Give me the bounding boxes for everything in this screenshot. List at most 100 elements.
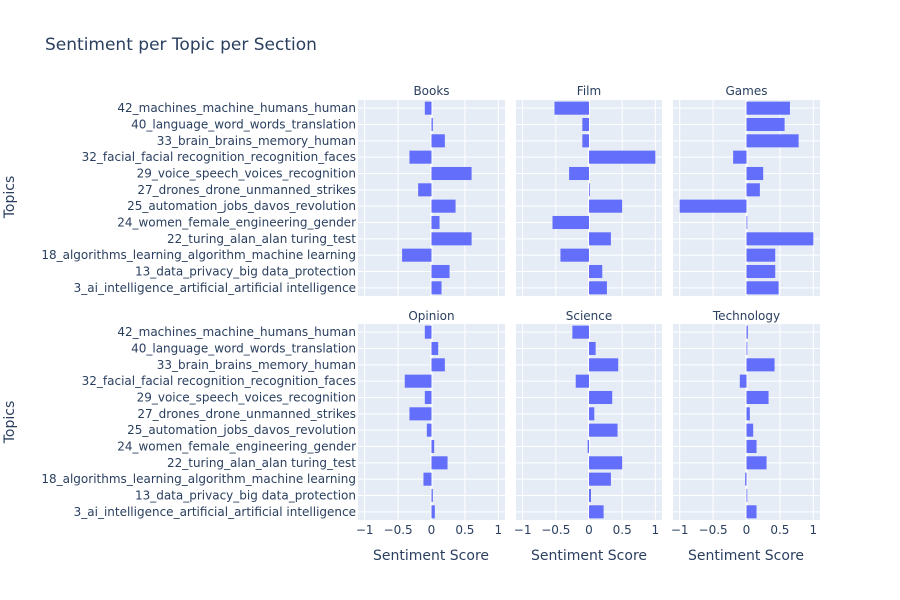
x-tick-label: 1 bbox=[809, 523, 817, 537]
bar-games-33-brain-brains-memory-human[interactable] bbox=[746, 134, 799, 148]
bar-science-32-facial-facial-recognition-recognition-faces[interactable] bbox=[575, 374, 589, 388]
x-axis-title-col1: Sentiment Score bbox=[373, 548, 489, 564]
facet-opinion: Opinion bbox=[358, 309, 505, 520]
y-tick-label: 25_automation_jobs_davos_revolution bbox=[127, 423, 356, 437]
y-tick-label: 32_facial_facial recognition_recognition… bbox=[82, 374, 356, 388]
bar-film-27-drones-drone-unmanned-strikes[interactable] bbox=[589, 183, 590, 197]
y-tick-label: 13_data_privacy_big data_protection bbox=[135, 265, 356, 279]
bar-books-13-data-privacy-big-data-protection[interactable] bbox=[431, 264, 450, 279]
bar-books-27-drones-drone-unmanned-strikes[interactable] bbox=[418, 183, 432, 197]
bar-technology-25-automation-jobs-davos-revolution[interactable] bbox=[746, 423, 754, 437]
chart-title: Sentiment per Topic per Section bbox=[45, 35, 317, 55]
bar-books-32-facial-facial-recognition-recognition-faces[interactable] bbox=[409, 150, 432, 164]
y-tick-label: 33_brain_brains_memory_human bbox=[157, 358, 356, 372]
bar-opinion-25-automation-jobs-davos-revolution[interactable] bbox=[426, 423, 432, 437]
bar-opinion-22-turing-alan-alan-turing-test[interactable] bbox=[431, 456, 448, 470]
x-tick-label: −1 bbox=[671, 523, 689, 537]
bar-film-32-facial-facial-recognition-recognition-faces[interactable] bbox=[589, 150, 656, 164]
bar-opinion-32-facial-facial-recognition-recognition-faces[interactable] bbox=[404, 374, 432, 388]
bar-science-29-voice-speech-voices-recognition[interactable] bbox=[589, 390, 613, 405]
y-tick-label: 13_data_privacy_big data_protection bbox=[135, 489, 356, 503]
y-tick-label: 42_machines_machine_humans_human bbox=[117, 325, 356, 339]
bar-technology-40-language-word-words-translation[interactable] bbox=[746, 341, 748, 356]
bar-books-18-algorithms-learning-algorithm-machine-learning[interactable] bbox=[402, 248, 432, 262]
bar-games-18-algorithms-learning-algorithm-machine-learning[interactable] bbox=[746, 248, 776, 262]
bar-opinion-40-language-word-words-translation[interactable] bbox=[431, 341, 439, 356]
bar-film-3-ai-intelligence-artificial-artificial-intelligence[interactable] bbox=[589, 281, 607, 295]
bar-games-13-data-privacy-big-data-protection[interactable] bbox=[746, 264, 776, 279]
y-tick-label: 29_voice_speech_voices_recognition bbox=[137, 167, 356, 181]
y-tick-label: 25_automation_jobs_davos_revolution bbox=[127, 199, 356, 213]
bar-books-33-brain-brains-memory-human[interactable] bbox=[431, 134, 445, 148]
x-axis-title-col3: Sentiment Score bbox=[688, 548, 804, 564]
bar-games-25-automation-jobs-davos-revolution[interactable] bbox=[679, 199, 747, 213]
bar-opinion-27-drones-drone-unmanned-strikes[interactable] bbox=[409, 407, 432, 421]
bar-film-40-language-word-words-translation[interactable] bbox=[582, 117, 589, 132]
bar-science-27-drones-drone-unmanned-strikes[interactable] bbox=[589, 407, 595, 421]
bar-film-22-turing-alan-alan-turing-test[interactable] bbox=[589, 232, 611, 246]
bar-film-29-voice-speech-voices-recognition[interactable] bbox=[569, 166, 589, 181]
bar-games-3-ai-intelligence-artificial-artificial-intelligence[interactable] bbox=[746, 281, 779, 295]
bar-technology-29-voice-speech-voices-recognition[interactable] bbox=[746, 390, 769, 405]
y-tick-label: 42_machines_machine_humans_human bbox=[117, 101, 356, 115]
bar-technology-3-ai-intelligence-artificial-artificial-intelligence[interactable] bbox=[746, 505, 757, 519]
bar-technology-42-machines-machine-humans-human[interactable] bbox=[746, 325, 748, 339]
bar-opinion-42-machines-machine-humans-human[interactable] bbox=[424, 325, 432, 339]
x-tick-label: −0.5 bbox=[541, 523, 570, 537]
bar-technology-32-facial-facial-recognition-recognition-faces[interactable] bbox=[739, 374, 747, 388]
bar-film-33-brain-brains-memory-human[interactable] bbox=[582, 134, 589, 148]
bar-science-33-brain-brains-memory-human[interactable] bbox=[589, 358, 619, 372]
bar-science-24-women-female-engineering-gender[interactable] bbox=[587, 439, 589, 454]
x-tick-label: 0.5 bbox=[770, 523, 789, 537]
bar-opinion-3-ai-intelligence-artificial-artificial-intelligence[interactable] bbox=[431, 505, 435, 519]
y-tick-label: 22_turing_alan_alan turing_test bbox=[167, 456, 356, 470]
bar-opinion-24-women-female-engineering-gender[interactable] bbox=[431, 439, 435, 454]
bar-science-40-language-word-words-translation[interactable] bbox=[589, 341, 596, 356]
bar-science-3-ai-intelligence-artificial-artificial-intelligence[interactable] bbox=[589, 505, 604, 519]
bar-technology-18-algorithms-learning-algorithm-machine-learning[interactable] bbox=[745, 472, 747, 486]
bar-technology-22-turing-alan-alan-turing-test[interactable] bbox=[746, 456, 767, 470]
facet-title-science: Science bbox=[566, 309, 613, 323]
bar-opinion-13-data-privacy-big-data-protection[interactable] bbox=[431, 488, 433, 503]
bar-books-40-language-word-words-translation[interactable] bbox=[431, 117, 433, 132]
bar-film-13-data-privacy-big-data-protection[interactable] bbox=[589, 264, 603, 279]
bar-film-42-machines-machine-humans-human[interactable] bbox=[554, 101, 589, 115]
y-tick-label: 27_drones_drone_unmanned_strikes bbox=[137, 407, 356, 421]
bar-books-24-women-female-engineering-gender[interactable] bbox=[431, 215, 440, 230]
bar-games-42-machines-machine-humans-human[interactable] bbox=[746, 101, 790, 115]
bar-science-18-algorithms-learning-algorithm-machine-learning[interactable] bbox=[589, 472, 611, 486]
bar-film-18-algorithms-learning-algorithm-machine-learning[interactable] bbox=[560, 248, 589, 262]
bar-science-25-automation-jobs-davos-revolution[interactable] bbox=[589, 423, 618, 437]
bar-games-22-turing-alan-alan-turing-test[interactable] bbox=[746, 232, 814, 246]
bar-opinion-29-voice-speech-voices-recognition[interactable] bbox=[424, 390, 432, 405]
y-tick-label: 40_language_word_words_translation bbox=[131, 342, 356, 356]
bar-books-25-automation-jobs-davos-revolution[interactable] bbox=[431, 199, 456, 213]
bar-film-24-women-female-engineering-gender[interactable] bbox=[552, 215, 590, 230]
x-tick-label: 1 bbox=[494, 523, 502, 537]
bar-technology-33-brain-brains-memory-human[interactable] bbox=[746, 358, 775, 372]
bar-books-22-turing-alan-alan-turing-test[interactable] bbox=[431, 232, 472, 246]
bar-opinion-18-algorithms-learning-algorithm-machine-learning[interactable] bbox=[423, 472, 432, 486]
bar-books-3-ai-intelligence-artificial-artificial-intelligence[interactable] bbox=[431, 281, 442, 295]
x-axis-title-col2: Sentiment Score bbox=[531, 548, 647, 564]
bar-games-32-facial-facial-recognition-recognition-faces[interactable] bbox=[733, 150, 747, 164]
bar-technology-13-data-privacy-big-data-protection[interactable] bbox=[746, 488, 748, 503]
bar-technology-24-women-female-engineering-gender[interactable] bbox=[746, 439, 757, 454]
x-tick-label: 0.5 bbox=[613, 523, 632, 537]
bar-books-42-machines-machine-humans-human[interactable] bbox=[424, 101, 432, 115]
x-tick-label: 0 bbox=[428, 523, 436, 537]
bar-science-22-turing-alan-alan-turing-test[interactable] bbox=[589, 456, 623, 470]
bar-games-24-women-female-engineering-gender[interactable] bbox=[746, 215, 748, 230]
bar-games-40-language-word-words-translation[interactable] bbox=[746, 117, 785, 132]
facet-title-books: Books bbox=[413, 84, 449, 98]
bar-opinion-33-brain-brains-memory-human[interactable] bbox=[431, 358, 445, 372]
bar-games-29-voice-speech-voices-recognition[interactable] bbox=[746, 166, 764, 181]
bar-technology-27-drones-drone-unmanned-strikes[interactable] bbox=[746, 407, 750, 421]
bar-games-27-drones-drone-unmanned-strikes[interactable] bbox=[746, 183, 760, 197]
bar-science-42-machines-machine-humans-human[interactable] bbox=[572, 325, 589, 339]
x-tick-label: −1 bbox=[356, 523, 374, 537]
bar-science-13-data-privacy-big-data-protection[interactable] bbox=[589, 488, 591, 503]
y-tick-labels: 42_machines_machine_humans_human 40_langu… bbox=[41, 101, 356, 519]
bar-film-25-automation-jobs-davos-revolution[interactable] bbox=[589, 199, 623, 213]
bar-books-29-voice-speech-voices-recognition[interactable] bbox=[431, 166, 472, 181]
